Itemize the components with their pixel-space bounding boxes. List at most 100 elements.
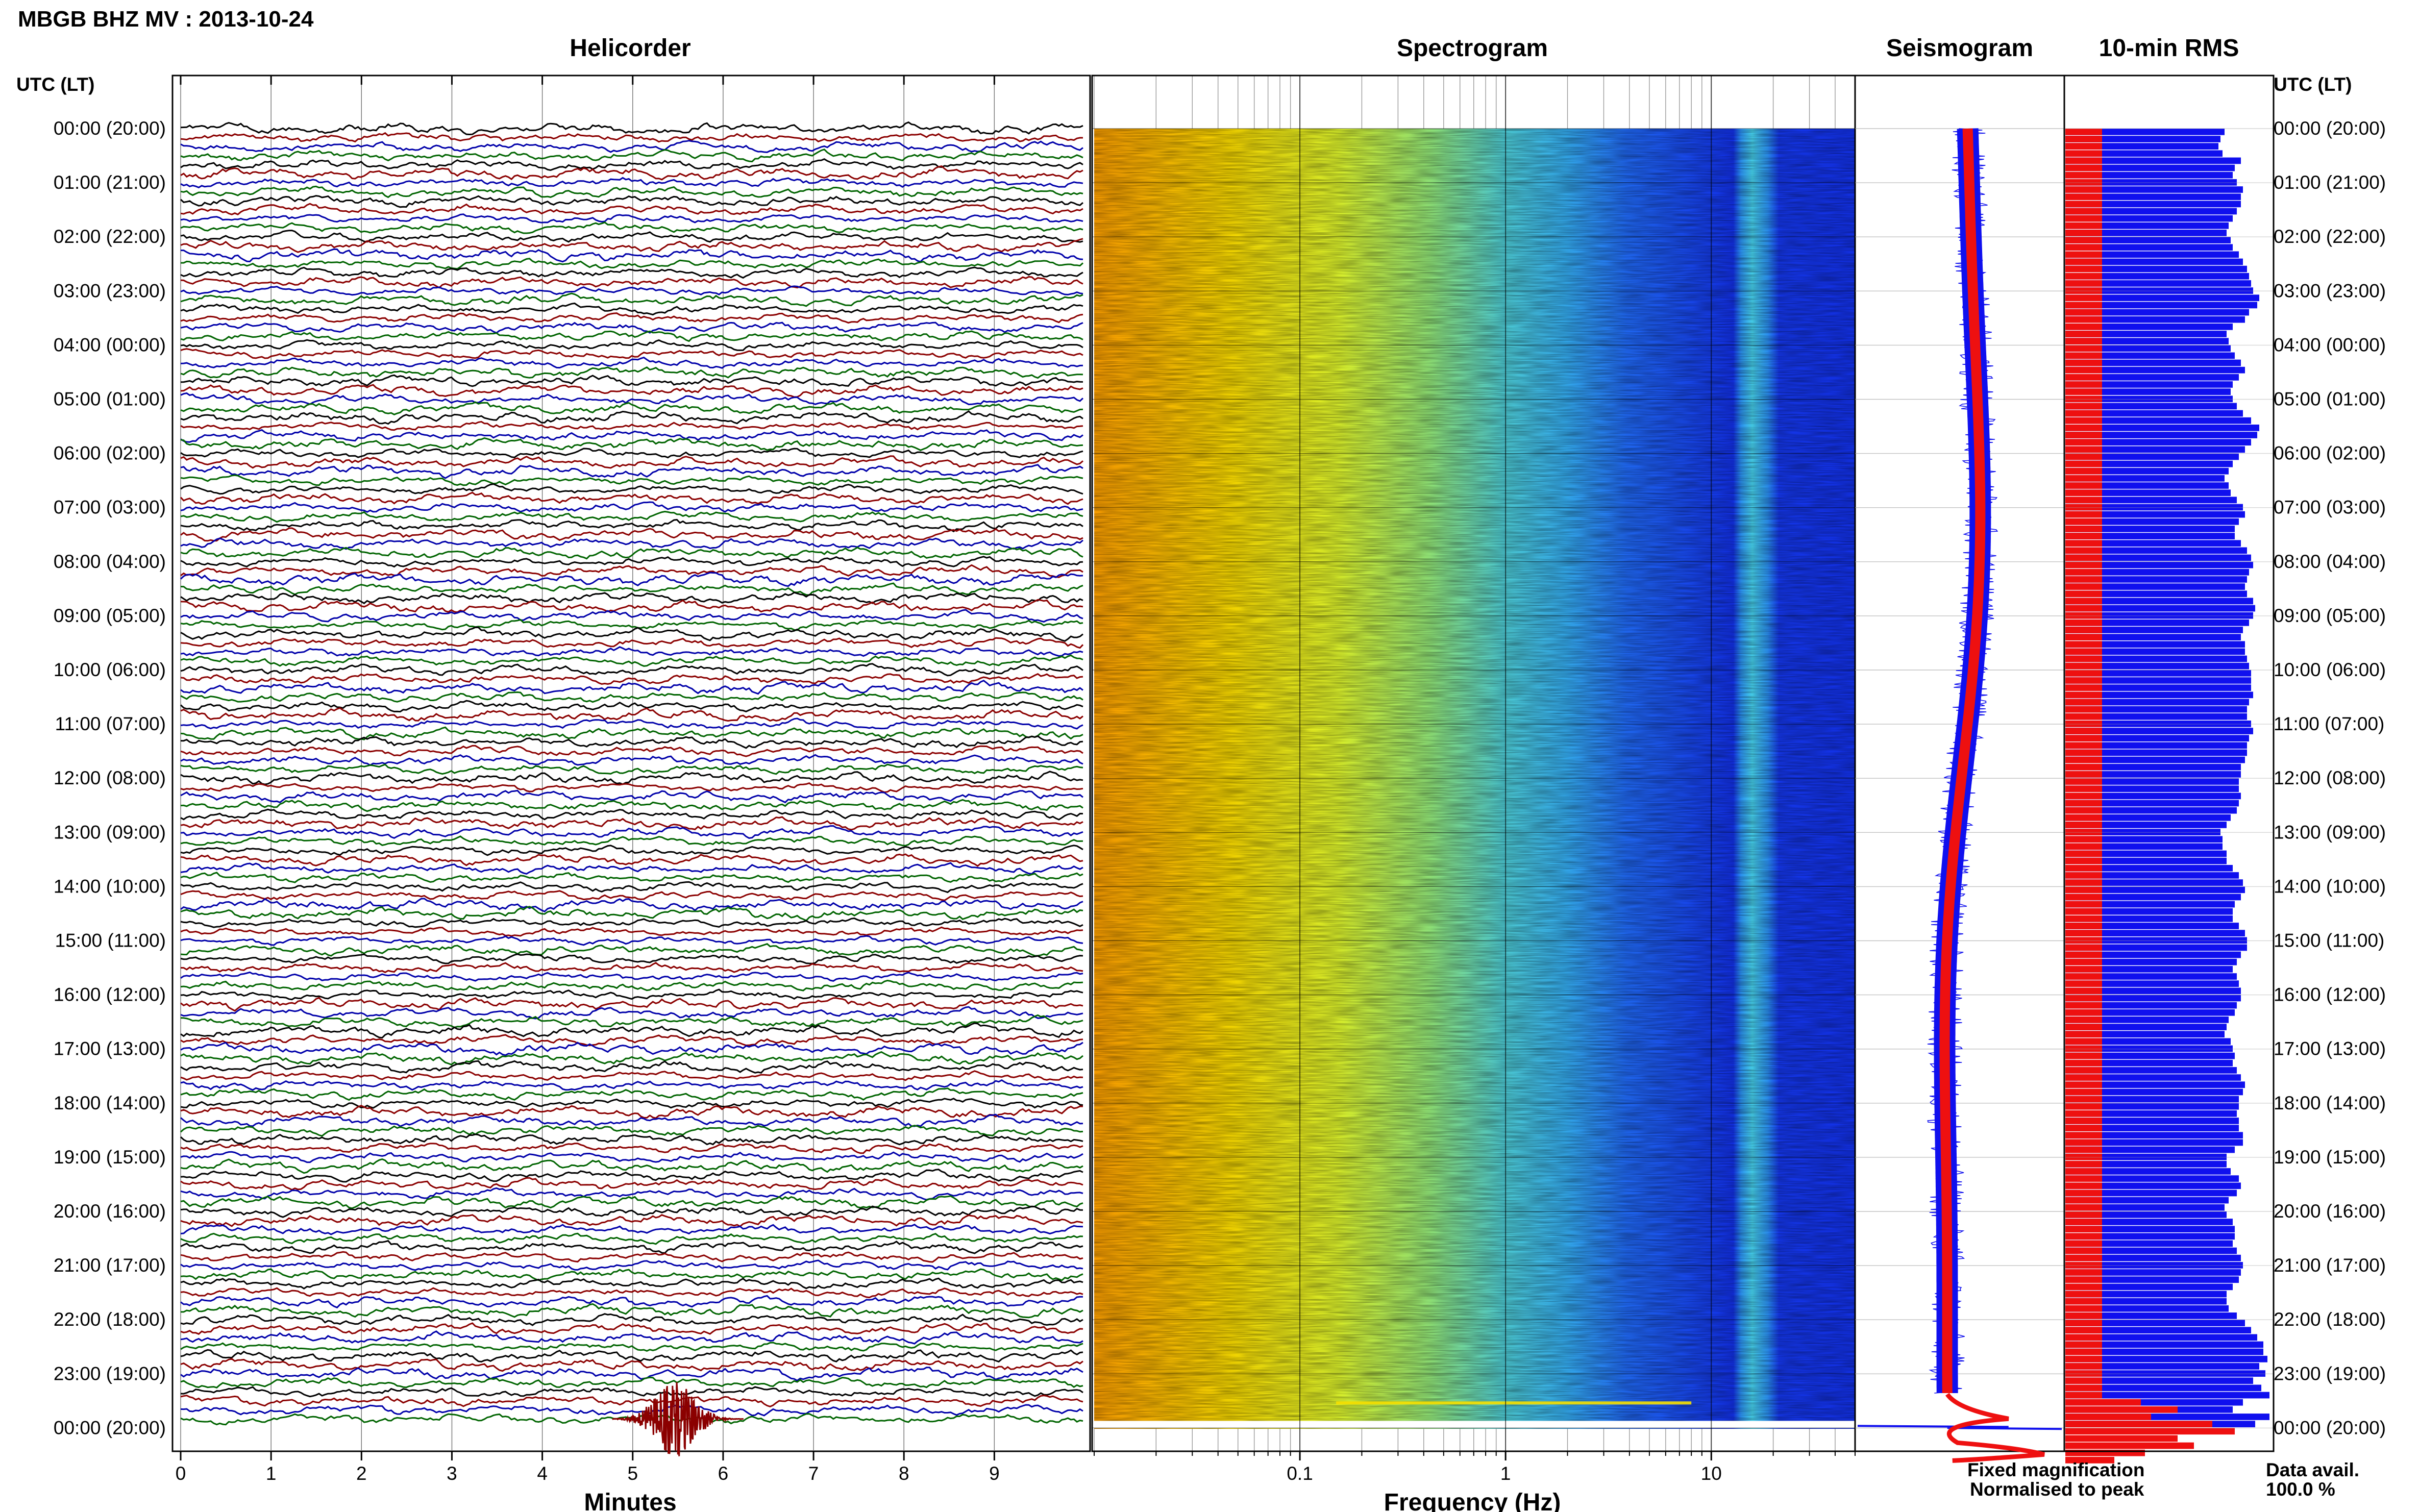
helicorder-trace [180, 501, 1083, 513]
rms-normalised-bar [2065, 265, 2102, 272]
rms-normalised-bar [2065, 171, 2102, 179]
hour-label-left: 05:00 (01:00) [54, 389, 166, 410]
helicorder-trace [180, 356, 1083, 369]
rms-normalised-bar [2065, 908, 2102, 915]
helicorder-trace [180, 1205, 1083, 1218]
rms-normalised-bar [2065, 1139, 2102, 1146]
rms-fixed-bar [2065, 460, 2233, 467]
helicorder-x-ticks: 0 1 2 3 4 5 6 7 8 9 [176, 76, 1000, 1484]
hour-label-right: 23:00 (19:00) [2274, 1363, 2386, 1384]
rms-normalised-bar [2065, 590, 2102, 598]
rms-normalised-bar [2065, 937, 2102, 944]
helicorder-trace [180, 1404, 1083, 1417]
rms-fixed-bar [2065, 634, 2241, 640]
rms-fixed-bar [2065, 179, 2237, 186]
rms-fixed-bar [2065, 1226, 2235, 1233]
hour-label-right: 08:00 (04:00) [2274, 551, 2386, 572]
helicorder-trace [180, 825, 1083, 839]
rms-fixed-bar [2065, 215, 2233, 222]
rms-normalised-bar [2065, 814, 2102, 821]
helicorder-event-burst [612, 1382, 744, 1456]
helicorder-trace [180, 266, 1083, 279]
rms-fixed-bar [2065, 677, 2251, 684]
helicorder-trace [180, 285, 1083, 296]
rms-normalised-bar [2065, 742, 2102, 749]
hour-label-right: 13:00 (09:00) [2274, 822, 2386, 842]
rms-normalised-bar [2065, 1002, 2102, 1009]
rms-normalised-bar [2065, 843, 2102, 850]
rms-fixed-bar [2065, 1254, 2241, 1261]
helicorder-trace [180, 1395, 1083, 1408]
rms-normalised-bar [2065, 460, 2102, 467]
rms-fixed-bar [2065, 1233, 2235, 1240]
helicorder-trace [180, 1313, 1083, 1326]
rms-normalised-bar [2065, 1219, 2102, 1225]
rms-normalised-bar [2065, 1334, 2102, 1341]
hour-label-right: 19:00 (15:00) [2274, 1147, 2386, 1168]
rms-fixed-bar [2065, 1160, 2227, 1168]
minute-tick-label: 3 [447, 1463, 457, 1484]
helicorder-trace [180, 1105, 1083, 1119]
helicorder-trace [180, 646, 1083, 657]
minute-tick-label: 0 [176, 1463, 186, 1484]
rms-fixed-bar [2065, 728, 2253, 734]
helicorder-trace [180, 148, 1083, 163]
rms-normalised-bar [2065, 497, 2102, 504]
spectrogram-tick-label: 0.1 [1287, 1463, 1313, 1484]
rms-fixed-bar [2065, 721, 2251, 727]
helicorder-trace [180, 935, 1083, 946]
rms-fixed-bar [2065, 1182, 2241, 1189]
helicorder-trace [180, 1342, 1083, 1352]
rms-normalised-bar [2065, 136, 2102, 142]
rms-fixed-bar [2065, 237, 2231, 243]
hour-label-left: 07:00 (03:00) [54, 497, 166, 518]
helicorder-trace [180, 618, 1083, 631]
rms-normalised-bar [2065, 980, 2102, 987]
rms-fixed-bar [2065, 323, 2233, 330]
spectrogram-features [1094, 1401, 1855, 1428]
helicorder-trace [180, 918, 1083, 928]
rms-normalised-bar [2065, 309, 2102, 316]
helicorder-trace [180, 953, 1083, 964]
rms-fixed-bar [2065, 1118, 2239, 1124]
rms-fixed-bar [2065, 807, 2237, 814]
helicorder-trace [180, 1322, 1083, 1335]
helicorder-trace [180, 483, 1083, 495]
hour-label-right: 17:00 (13:00) [2274, 1038, 2386, 1059]
rms-normalised-bar [2065, 763, 2102, 771]
helicorder-trace [180, 1006, 1083, 1020]
rms-normalised-bar [2065, 561, 2102, 568]
rms-normalised-bar [2065, 1240, 2102, 1247]
rms-normalised-bar [2065, 1414, 2151, 1420]
minute-tick-label: 8 [899, 1463, 909, 1484]
rms-normalised-bar [2065, 1269, 2102, 1276]
rms-normalised-bar [2065, 864, 2102, 872]
rms-normalised-bar [2065, 721, 2102, 727]
rms-normalised-bar [2065, 1067, 2102, 1074]
rms-normalised-bar [2065, 403, 2102, 410]
hour-label-left: 21:00 (17:00) [54, 1255, 166, 1276]
rms-normalised-bar [2065, 280, 2102, 287]
rms-normalised-bar [2065, 684, 2102, 691]
seismogram-normalised-tail [1945, 1393, 2045, 1463]
rms-fixed-bar [2065, 800, 2239, 807]
hour-label-left: 03:00 (23:00) [54, 280, 166, 301]
rms-normalised-bar [2065, 612, 2102, 619]
rms-fixed-bar [2065, 150, 2223, 157]
helicorder-trace [180, 177, 1083, 189]
rms-fixed-bar [2065, 1298, 2227, 1305]
hour-label-left: 00:00 (20:00) [54, 1417, 166, 1438]
rms-normalised-bar [2065, 1088, 2102, 1096]
rms-fixed-bar [2065, 561, 2253, 568]
helicorder-trace [180, 853, 1083, 867]
rms-normalised-bar [2065, 1421, 2212, 1427]
rms-fixed-bar [2065, 568, 2249, 576]
rms-normalised-bar [2065, 395, 2102, 403]
rms-normalised-bar [2065, 1298, 2102, 1305]
rms-normalised-bar [2065, 605, 2102, 612]
rms-fixed-bar [2065, 309, 2249, 316]
spectrogram-panel: 0.1 1 10 Frequency (Hz) [1091, 75, 1856, 1512]
helicorder-trace [180, 872, 1083, 883]
rms-fixed-bar [2065, 1017, 2229, 1023]
helicorder-trace [180, 302, 1083, 316]
